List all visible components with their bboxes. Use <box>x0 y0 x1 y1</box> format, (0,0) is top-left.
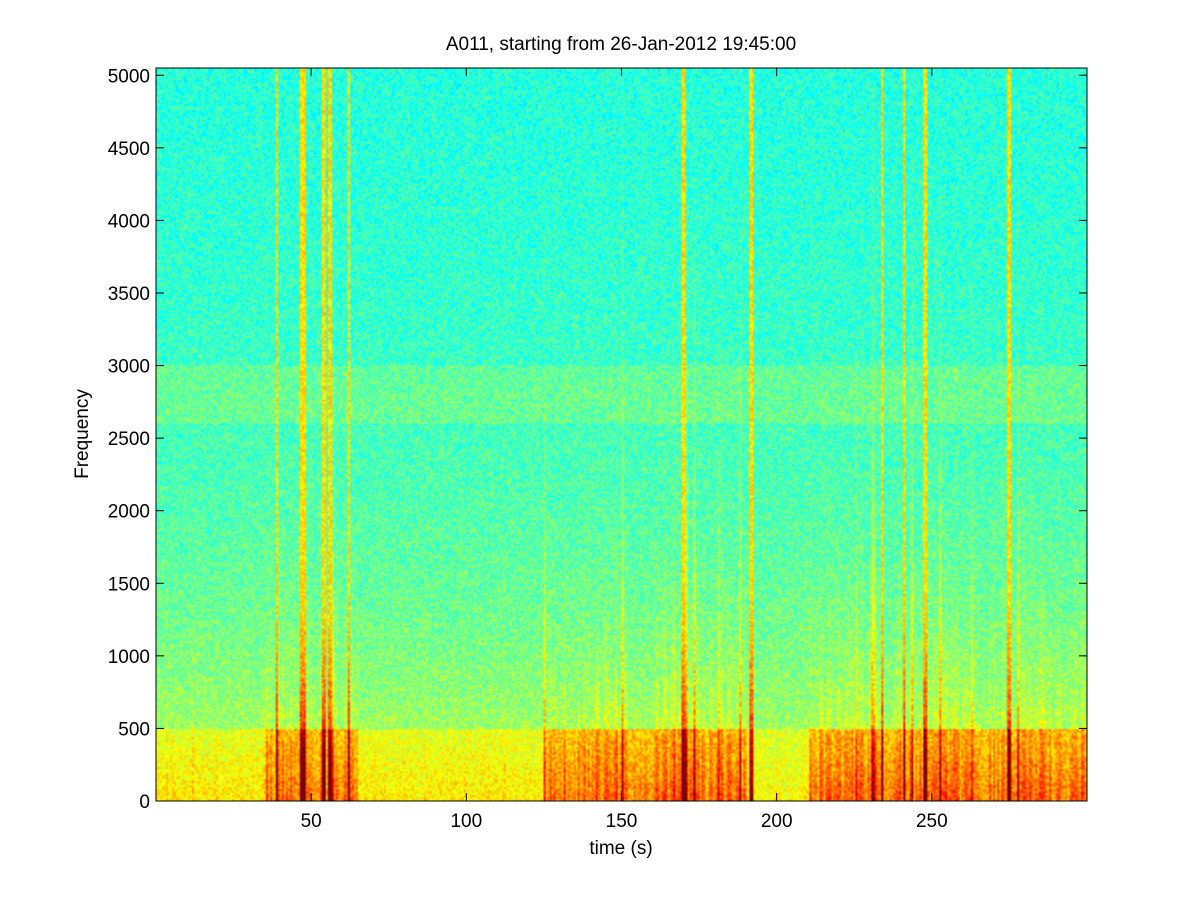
y-axis-label: Frequency <box>72 389 93 479</box>
y-tick-label: 2000 <box>108 502 150 523</box>
spectrogram-heatmap <box>156 68 1087 801</box>
y-tick-label: 1500 <box>108 574 150 595</box>
y-axis: 0 500 1000 1500 2000 2500 3000 3500 4000 4500 5000 <box>108 66 1087 813</box>
x-axis-label: time (s) <box>589 838 652 859</box>
x-tick-label: 150 <box>606 811 638 832</box>
x-tick-label: 50 <box>301 811 322 832</box>
x-axis: 50 100 150 200 250 <box>301 68 948 832</box>
x-tick-label: 200 <box>761 811 793 832</box>
y-tick-label: 3000 <box>108 357 150 378</box>
y-tick-label: 3500 <box>108 284 150 305</box>
y-tick-label: 2500 <box>108 429 150 450</box>
y-tick-label: 0 <box>139 792 150 813</box>
y-tick-label: 500 <box>118 719 150 740</box>
y-tick-label: 1000 <box>108 647 150 668</box>
y-tick-label: 4000 <box>108 211 150 232</box>
plot-area <box>156 68 1087 801</box>
x-tick-label: 250 <box>916 811 948 832</box>
y-tick-label: 5000 <box>108 66 150 87</box>
y-tick-label: 4500 <box>108 139 150 160</box>
x-tick-label: 100 <box>450 811 482 832</box>
chart-title: A011, starting from 26-Jan-2012 19:45:00 <box>446 34 796 55</box>
